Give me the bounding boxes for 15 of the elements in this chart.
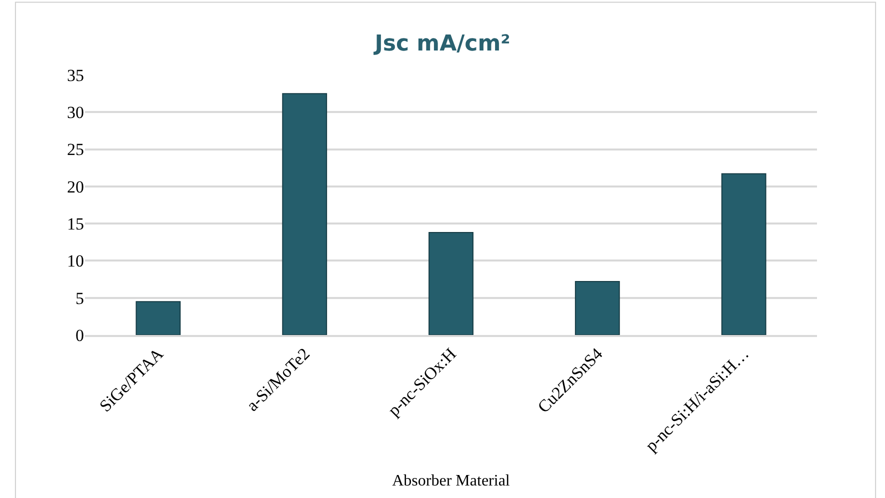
bar <box>428 232 474 335</box>
bar <box>574 281 620 335</box>
x-axis-title: Absorber Material <box>392 472 510 490</box>
y-tick-label: 35 <box>67 66 84 85</box>
chart-title: Jsc mA/cm² <box>372 31 510 56</box>
y-tick-label: 5 <box>76 288 84 308</box>
bar <box>282 93 328 335</box>
y-tick-label: 25 <box>67 140 84 160</box>
y-tick-label: 30 <box>67 103 84 122</box>
bar <box>721 173 766 335</box>
y-tick-label: 15 <box>67 214 84 234</box>
bar <box>136 301 181 335</box>
y-tick-label: 0 <box>76 326 84 345</box>
y-tick-label: 20 <box>67 177 84 196</box>
y-tick-label: 10 <box>67 252 84 271</box>
